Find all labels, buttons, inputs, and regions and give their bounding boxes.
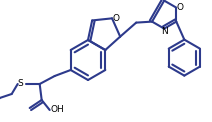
Text: S: S — [18, 80, 24, 88]
Text: OH: OH — [51, 106, 65, 115]
Text: O: O — [177, 3, 184, 12]
Text: N: N — [161, 27, 167, 36]
Text: O: O — [113, 14, 120, 23]
